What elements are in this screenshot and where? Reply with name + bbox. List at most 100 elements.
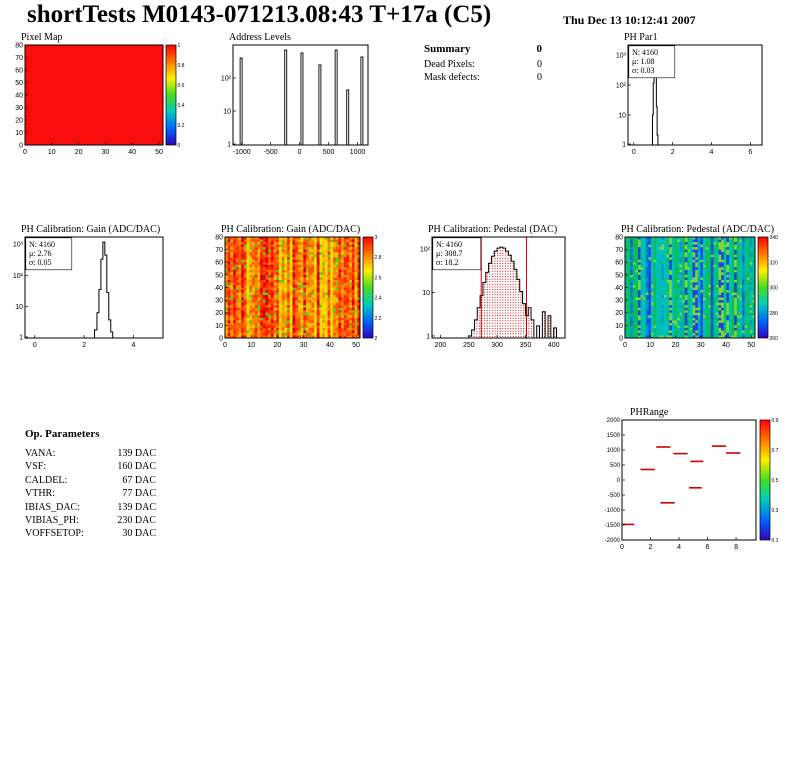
op-parameter-row: CALDEL: 67 DAC xyxy=(25,474,156,487)
pixel-map-xtick-label: 50 xyxy=(155,149,163,156)
op-parameters-block: Op. Parameters VANA: 139 DAC VSF: 160 DAC CA… xyxy=(25,428,156,541)
op-parameter-value: 139 DAC xyxy=(117,501,156,513)
address-levels-xtick-label: 1000 xyxy=(350,149,366,156)
pixel-map-colorbar-label: 0.4 xyxy=(178,103,185,109)
ph-range-ytick-label: 0 xyxy=(617,478,621,484)
summary-block: Summary 0 Dead Pixels: 0 Mask defects: 0 xyxy=(424,43,542,85)
pedestal-map-xtick-label: 10 xyxy=(646,342,654,349)
op-parameter-row: VSF: 160 DAC xyxy=(25,460,156,473)
op-parameter-value: 230 DAC xyxy=(117,515,156,527)
pixel-map-ytick-label: 40 xyxy=(15,92,23,99)
pixel-map-ytick-label: 0 xyxy=(19,142,23,149)
ph-par1-frame xyxy=(627,44,763,146)
pixel-map-xtick-label: 0 xyxy=(23,149,27,156)
gain-hist-xtick-label: 4 xyxy=(131,342,135,349)
pedestal-map-ytick-label: 80 xyxy=(615,234,623,241)
ph-par1-xtick-label: 0 xyxy=(632,149,636,156)
pedestal-hist-xtick-label: 250 xyxy=(463,342,475,349)
op-parameter-label: VOFFSETOP: xyxy=(25,528,84,540)
pixel-map-ytick-label: 50 xyxy=(15,80,23,87)
ph-par1-ytick-label: 10³ xyxy=(616,52,627,59)
gain-map-colorbar-label: 3 xyxy=(375,235,378,241)
ph-par1-ytick-label: 10 xyxy=(618,112,626,119)
pedestal-map-colorbar-label: 340 xyxy=(770,235,779,241)
pedestal-hist-xtick-label: 200 xyxy=(435,342,447,349)
gain-map-ytick-label: 0 xyxy=(219,335,223,342)
summary-row: Mask defects: 0 xyxy=(424,72,542,83)
pedestal-map-ytick-label: 70 xyxy=(615,247,623,254)
summary-value: 0 xyxy=(537,72,542,83)
summary-total: 0 xyxy=(536,43,543,55)
op-parameter-label: VSF: xyxy=(25,461,47,473)
gain-hist-stat-line: σ: 0.05 xyxy=(29,258,52,267)
report-date: Thu Dec 13 10:12:41 2007 xyxy=(563,13,696,27)
address-levels-xtick-label: 0 xyxy=(298,149,302,156)
gain-map-title: PH Calibration: Gain (ADC/DAC) xyxy=(221,224,360,235)
pedestal-map-xtick-label: 0 xyxy=(623,342,627,349)
ph-par1-title: PH Par1 xyxy=(624,32,658,43)
pixel-map-title: Pixel Map xyxy=(21,32,62,43)
op-parameter-label: CALDEL: xyxy=(25,474,68,486)
pedestal-hist-stat-line: N: 4160 xyxy=(436,240,462,249)
gain-hist-title: PH Calibration: Gain (ADC/DAC) xyxy=(21,224,160,235)
ph-range-ytick-label: 1000 xyxy=(607,448,621,454)
op-parameter-row: VOFFSETOP: 30 DAC xyxy=(25,527,156,540)
ph-par1-ytick-label: 1 xyxy=(622,141,626,148)
ph-range-xtick-label: 2 xyxy=(649,544,653,551)
ph-par1-stat-line: N: 4160 xyxy=(632,48,658,57)
op-parameter-value: 67 DAC xyxy=(122,474,156,486)
op-parameter-label: VANA: xyxy=(25,448,56,459)
pixel-map-colorbar-label: 0.8 xyxy=(178,63,185,69)
pixel-map-colorbar-label: 0.6 xyxy=(178,83,185,89)
op-parameter-row: VIBIAS_PH: 230 DAC xyxy=(25,514,156,527)
pedestal-map-ytick-label: 0 xyxy=(619,335,623,342)
gain-hist-xtick-label: 2 xyxy=(82,342,86,349)
address-levels-frame xyxy=(232,44,369,146)
pixel-map-xtick-label: 10 xyxy=(48,149,56,156)
gain-hist-ytick-label: 1 xyxy=(19,334,23,341)
gain-map-ytick-label: 80 xyxy=(215,234,223,241)
address-levels-xtick-label: 500 xyxy=(323,149,335,156)
summary-rows: Dead Pixels: 0 Mask defects: 0 xyxy=(424,59,542,83)
pixel-map-colorbar-label: 0 xyxy=(178,143,181,149)
pixel-map-ytick-label: 30 xyxy=(15,105,23,112)
gain-map-xtick-label: 0 xyxy=(223,342,227,349)
gain-hist-stat-line: N: 4160 xyxy=(29,240,55,249)
ph-range-ytick-label: 1500 xyxy=(607,433,621,439)
ph-range-xtick-label: 4 xyxy=(677,544,681,551)
gain-map-xtick-label: 30 xyxy=(300,342,308,349)
pixel-map-colorbar xyxy=(165,44,177,146)
pedestal-map-xtick-label: 20 xyxy=(672,342,680,349)
gain-map-colorbar-label: 2.8 xyxy=(375,255,382,261)
pedestal-hist-curve xyxy=(468,246,558,339)
pedestal-hist-ytick-label: 10² xyxy=(420,247,431,254)
pedestal-map-ytick-label: 60 xyxy=(615,260,623,267)
pixel-map-xtick-label: 40 xyxy=(128,149,136,156)
pedestal-map-xtick-label: 30 xyxy=(697,342,705,349)
ph-range-ytick-label: 2000 xyxy=(607,418,621,424)
address-levels-spike xyxy=(300,52,304,145)
gain-map-ytick-label: 70 xyxy=(215,247,223,254)
summary-title: Summary xyxy=(424,43,471,55)
page-title: shortTests M0143-071213.08:43 T+17a (C5) xyxy=(27,1,492,28)
ph-range-ytick-label: -2000 xyxy=(605,538,621,544)
pixel-map-ytick-label: 10 xyxy=(15,130,23,137)
summary-label: Dead Pixels: xyxy=(424,59,475,70)
pedestal-map-colorbar xyxy=(757,236,769,339)
pedestal-hist-ytick-label: 1 xyxy=(426,333,430,340)
ph-range-colorbar-label: 0.3 xyxy=(772,508,779,514)
summary-header: Summary 0 xyxy=(424,43,542,55)
gain-hist-curve xyxy=(91,241,114,339)
pedestal-map-ytick-label: 40 xyxy=(615,285,623,292)
pedestal-hist-stat-line: σ: 18.2 xyxy=(436,258,459,267)
op-parameters-title: Op. Parameters xyxy=(25,428,100,440)
gain-map-ytick-label: 20 xyxy=(215,310,223,317)
gain-map-xtick-label: 20 xyxy=(274,342,282,349)
pixel-map-colorbar-label: 1 xyxy=(178,43,181,49)
gain-map-xtick-label: 40 xyxy=(326,342,334,349)
pedestal-map-ytick-label: 50 xyxy=(615,272,623,279)
gain-map-ytick-label: 40 xyxy=(215,285,223,292)
pedestal-hist-stat-line: μ: 308.7 xyxy=(436,249,463,258)
ph-range-colorbar-label: 0.9 xyxy=(772,418,779,424)
